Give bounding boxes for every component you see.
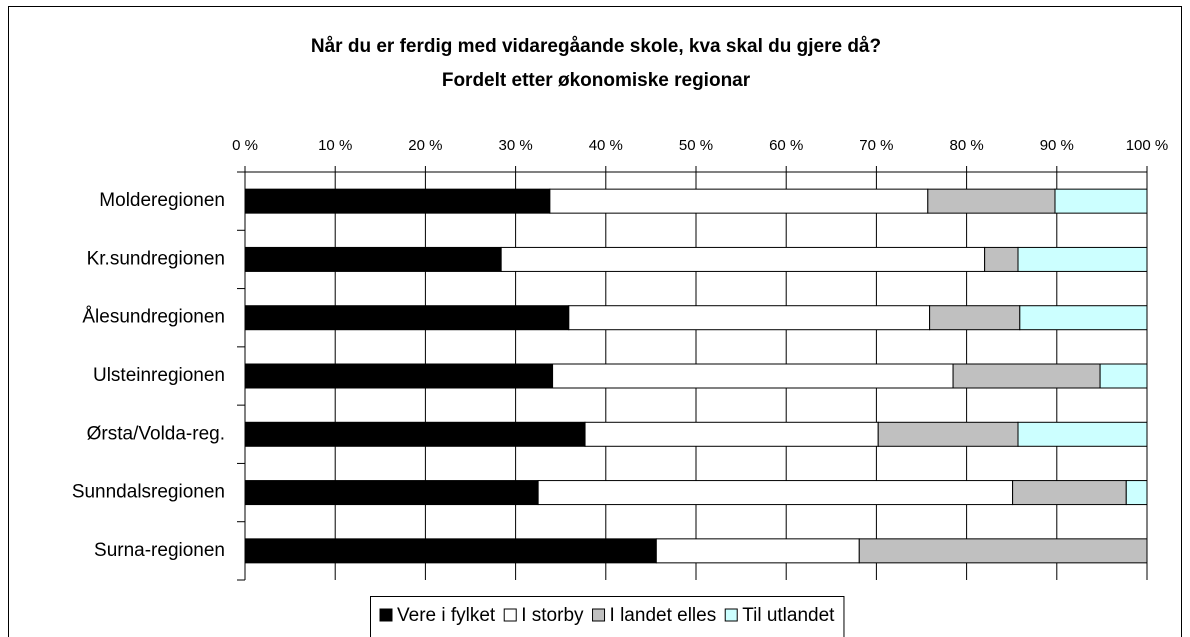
legend-label: I storby <box>521 605 584 626</box>
legend-swatch <box>379 608 393 622</box>
x-tick-label: 70 % <box>859 137 893 154</box>
x-tick-label: 0 % <box>232 137 258 154</box>
bar-segment <box>244 188 551 214</box>
bar-segment <box>549 188 929 214</box>
bar-segment <box>584 421 879 447</box>
bar-segment <box>244 246 502 272</box>
x-tick-label: 60 % <box>769 137 803 154</box>
bar-segment <box>1125 480 1148 506</box>
bar-segment <box>552 363 954 389</box>
bar-segment <box>537 480 1014 506</box>
bar-segment <box>244 480 539 506</box>
bar-segment <box>244 363 554 389</box>
bar-segment <box>244 538 657 564</box>
x-tick-label: 30 % <box>498 137 532 154</box>
bar-segment <box>858 538 1148 564</box>
y-tick-label: Kr.sundregionen <box>87 248 225 269</box>
y-tick-label: Sunndalsregionen <box>72 482 225 503</box>
bar-segment <box>1017 421 1148 447</box>
bar-segment <box>244 421 586 447</box>
y-tick-label: Surna-regionen <box>94 540 225 561</box>
bar-segment <box>927 188 1056 214</box>
x-tick-label: 20 % <box>408 137 442 154</box>
legend-label: Vere i fylket <box>397 605 496 626</box>
x-tick-label: 90 % <box>1040 137 1074 154</box>
x-tick-label: 10 % <box>318 137 352 154</box>
legend-label: I landet elles <box>610 605 717 626</box>
bar-segment <box>655 538 860 564</box>
x-tick-label: 80 % <box>949 137 983 154</box>
bar-segment <box>568 305 931 331</box>
bar-segment <box>877 421 1019 447</box>
bar-segment <box>1054 188 1148 214</box>
y-tick-label: Ulsteinregionen <box>93 365 225 386</box>
x-tick-label: 50 % <box>679 137 713 154</box>
legend-swatch <box>592 608 606 622</box>
x-tick-label: 40 % <box>589 137 623 154</box>
bar-segment <box>1017 246 1148 272</box>
bar-segment <box>952 363 1101 389</box>
y-tick-label: Ålesundregionen <box>82 307 225 328</box>
legend-swatch <box>503 608 517 622</box>
chart-subtitle: Fordelt etter økonomiske regionar <box>442 70 751 91</box>
y-tick-label: Ørsta/Volda-reg. <box>87 423 225 444</box>
x-tick-label: 100 % <box>1126 137 1169 154</box>
legend-label: Til utlandet <box>742 605 835 626</box>
bar-segment <box>500 246 986 272</box>
y-tick-label: Molderegionen <box>99 190 225 211</box>
bar-segment <box>984 246 1019 272</box>
chart-title: Når du er ferdig med vidaregåande skole,… <box>311 36 881 57</box>
legend-swatch <box>724 608 738 622</box>
legend-box <box>370 596 845 637</box>
bar-segment <box>1012 480 1127 506</box>
bar-segment <box>1019 305 1148 331</box>
bar-segment <box>244 305 570 331</box>
bar-segment <box>929 305 1021 331</box>
bar-segment <box>1099 363 1148 389</box>
